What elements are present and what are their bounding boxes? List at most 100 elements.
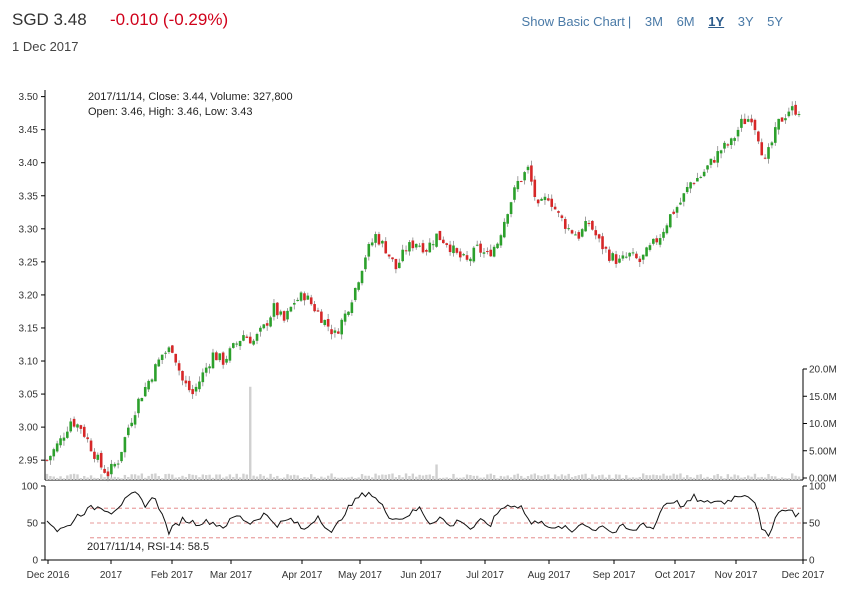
volume-bar	[682, 477, 686, 480]
price-candles	[45, 100, 801, 482]
candle-body	[475, 244, 479, 246]
candle-body	[404, 250, 408, 252]
volume-bar	[550, 478, 553, 480]
candle-body	[631, 252, 635, 254]
tooltip-line-2: Open: 3.46, High: 3.46, Low: 3.43	[88, 106, 253, 118]
volume-bar	[787, 478, 791, 480]
rsi-readout: 2017/11/14, RSI-14: 58.5	[87, 541, 209, 553]
volume-bar	[123, 474, 127, 480]
volume-bar	[594, 476, 597, 480]
volume-bar	[62, 478, 66, 480]
volume-bar	[208, 474, 211, 480]
volume-bar	[425, 474, 428, 480]
candle-body	[286, 310, 289, 320]
candle-body	[86, 437, 89, 440]
candle-body	[198, 381, 201, 390]
volume-bar	[127, 476, 130, 480]
range-1y[interactable]: 1Y	[708, 14, 725, 29]
price-tick-label: 3.00	[19, 423, 39, 434]
candle-body	[502, 221, 506, 238]
volume-bar	[316, 478, 320, 480]
volume-bar	[452, 473, 455, 480]
rsi-tick-label-left: 100	[21, 482, 38, 493]
volume-bar	[614, 474, 618, 480]
volume-bar	[584, 473, 587, 480]
candle-body	[611, 253, 614, 261]
volume-bar	[638, 476, 641, 480]
range-6m[interactable]: 6M	[676, 14, 695, 29]
candle-body	[533, 179, 537, 197]
volume-bar	[608, 474, 611, 480]
candle-body	[150, 379, 154, 382]
range-5y[interactable]: 5Y	[767, 14, 783, 29]
candle-body	[665, 225, 669, 234]
candle-body	[519, 181, 523, 183]
volume-bar	[140, 473, 144, 480]
candle-body	[563, 218, 567, 229]
candle-body	[675, 207, 679, 213]
candle-body	[672, 211, 675, 214]
volume-bar	[144, 477, 147, 480]
volume-bar	[757, 477, 760, 480]
show-basic-chart-link[interactable]: Show Basic Chart	[521, 14, 625, 29]
candle-body	[465, 255, 469, 260]
candle-body	[52, 449, 56, 457]
volume-bar	[313, 476, 316, 480]
candle-body	[181, 370, 184, 381]
volume-bar	[333, 476, 337, 480]
date-tick-label: Dec 2017	[782, 570, 825, 581]
volume-bar	[472, 475, 476, 480]
volume-bar	[310, 474, 313, 480]
volume-tick-label: 15.0M	[809, 392, 837, 403]
candle-body	[455, 248, 459, 253]
candle-body	[255, 334, 259, 341]
candle-body	[160, 354, 164, 360]
candle-body	[523, 172, 526, 181]
candle-body	[79, 425, 83, 429]
range-nav: Show Basic Chart | 3M 6M 1Y 3Y 5Y	[512, 14, 783, 29]
volume-bar	[249, 386, 252, 480]
candle-body	[137, 398, 140, 414]
range-3m[interactable]: 3M	[644, 14, 663, 29]
volume-bar	[587, 477, 591, 480]
candle-body	[726, 144, 730, 146]
volume-bar	[692, 477, 696, 480]
volume-bars	[45, 386, 801, 480]
volume-bar	[167, 473, 171, 480]
candle-body	[93, 451, 96, 459]
volume-bar	[137, 475, 140, 480]
volume-bar	[492, 475, 496, 480]
candle-body	[550, 198, 554, 207]
range-3y[interactable]: 3Y	[737, 14, 754, 29]
volume-bar	[428, 474, 431, 480]
date-tick-label: Apr 2017	[282, 570, 323, 581]
candle-body	[560, 215, 564, 218]
candle-body	[299, 292, 303, 301]
volume-bar	[675, 474, 679, 480]
volume-bar	[286, 474, 289, 480]
candle-body	[347, 311, 350, 315]
candle-body	[458, 251, 462, 258]
candle-body	[282, 311, 286, 321]
volume-bar	[442, 477, 445, 480]
candle-body	[82, 426, 86, 437]
date-tick-label: May 2017	[338, 570, 382, 581]
volume-bar	[276, 475, 279, 480]
candle-body	[682, 193, 686, 202]
candle-body	[276, 302, 279, 316]
volume-bar	[503, 476, 506, 480]
volume-bar	[110, 477, 113, 480]
date-tick-label: Jul 2017	[466, 570, 504, 581]
volume-bar	[59, 476, 62, 480]
candle-body	[387, 254, 391, 257]
candle-body	[191, 389, 194, 395]
volume-bar	[597, 475, 601, 480]
volume-bar	[99, 474, 103, 480]
candle-body	[177, 363, 181, 371]
candle-body	[89, 440, 93, 452]
volume-bar	[791, 473, 794, 480]
volume-bar	[347, 477, 350, 480]
volume-bar	[279, 478, 282, 480]
volume-bar	[716, 473, 719, 480]
candle-body	[269, 317, 272, 327]
